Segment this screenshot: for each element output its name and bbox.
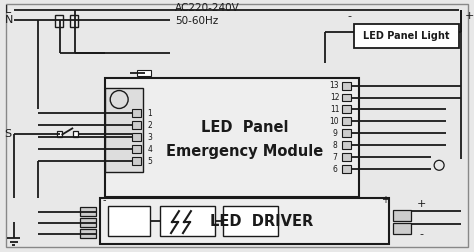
Bar [355,24,459,48]
Bar [80,229,96,238]
Text: -: - [102,195,106,205]
Bar [393,223,411,234]
Bar [105,87,143,172]
Text: LED Panel Light: LED Panel Light [364,31,450,41]
Bar [223,206,278,236]
Bar [393,210,411,221]
Text: -: - [347,11,351,21]
Text: 2: 2 [148,121,153,130]
Bar [73,131,78,137]
Bar [132,157,141,165]
Text: 12: 12 [330,93,339,102]
Bar [342,106,351,113]
Bar [342,129,351,137]
Bar [132,121,141,129]
Text: S: S [5,129,12,139]
Bar [80,207,96,216]
Bar [100,198,389,244]
Text: Emergency Module: Emergency Module [166,144,324,159]
Text: +: + [381,195,389,205]
Bar [342,82,351,89]
Text: 9: 9 [332,129,337,138]
Text: 13: 13 [329,81,339,90]
Bar [132,109,141,117]
Text: 10: 10 [329,117,339,126]
Bar [342,165,351,173]
Bar [342,93,351,102]
Text: N: N [5,15,13,25]
Bar [57,131,63,137]
Text: 6: 6 [332,165,337,174]
Text: 1: 1 [148,109,153,118]
Text: -: - [419,229,423,239]
Text: +: + [417,199,426,209]
Text: +: + [465,11,474,21]
Bar [342,153,351,161]
Bar [70,15,78,27]
Bar [80,218,96,227]
Text: LED  DRIVER: LED DRIVER [210,214,314,229]
Text: 5: 5 [147,157,153,166]
Bar [105,78,359,197]
Text: 3: 3 [147,133,153,142]
Bar [160,206,215,236]
Bar [137,70,151,76]
Bar [132,145,141,153]
Text: 4: 4 [147,145,153,154]
Text: 8: 8 [332,141,337,150]
Bar [132,133,141,141]
Bar [342,117,351,125]
Text: L: L [5,5,11,15]
Text: 7: 7 [332,153,337,162]
Text: AC220-240V
50-60Hz: AC220-240V 50-60Hz [175,3,240,26]
Text: 11: 11 [330,105,339,114]
Bar [342,141,351,149]
Text: LED  Panel: LED Panel [201,120,289,135]
Bar [55,15,64,27]
Bar [108,206,150,236]
